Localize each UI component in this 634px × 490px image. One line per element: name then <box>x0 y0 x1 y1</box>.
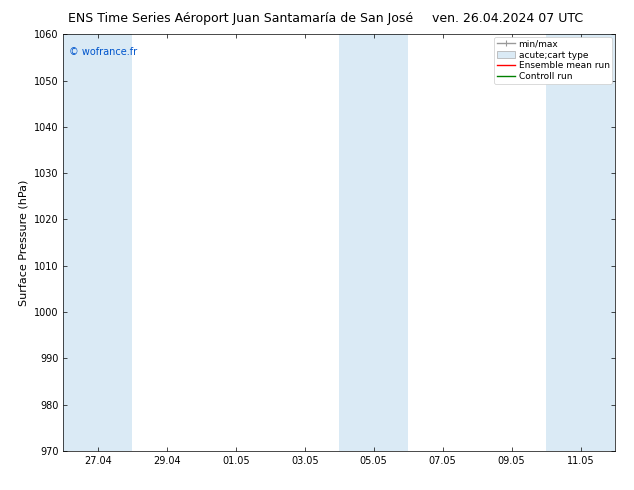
Bar <box>339 34 408 451</box>
Text: © wofrance.fr: © wofrance.fr <box>69 47 137 57</box>
Text: ENS Time Series Aéroport Juan Santamaría de San José: ENS Time Series Aéroport Juan Santamaría… <box>68 12 413 25</box>
Bar <box>63 34 133 451</box>
Y-axis label: Surface Pressure (hPa): Surface Pressure (hPa) <box>18 179 29 306</box>
Bar <box>546 34 615 451</box>
Text: ven. 26.04.2024 07 UTC: ven. 26.04.2024 07 UTC <box>432 12 583 25</box>
Legend: min/max, acute;cart type, Ensemble mean run, Controll run: min/max, acute;cart type, Ensemble mean … <box>494 37 612 84</box>
